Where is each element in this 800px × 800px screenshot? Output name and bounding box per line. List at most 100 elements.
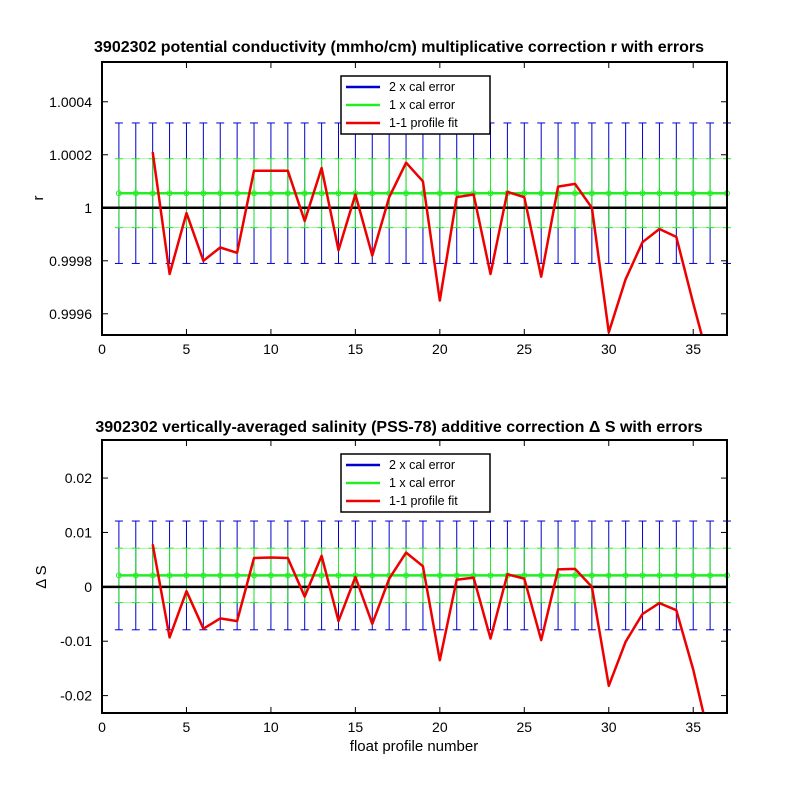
panel2-cal-center-marker <box>690 572 697 579</box>
panel2-y-tick-label: -0.02 <box>60 688 92 704</box>
panel2-cal-center-marker <box>538 572 545 579</box>
panel2-cal-center-marker <box>166 572 173 579</box>
panel1-cal-center-marker <box>318 190 325 197</box>
panel1-y-label: r <box>30 196 47 201</box>
panel1-y-tick-label: 0.9998 <box>49 253 92 269</box>
panel2-x-label: float profile number <box>350 738 478 755</box>
panel2-y-tick-label: -0.01 <box>60 633 92 649</box>
panel1-x-tick-label: 10 <box>263 341 279 357</box>
panel1-cal-center-marker <box>521 190 528 197</box>
panel1-cal-center-marker <box>690 190 697 197</box>
panel2-cal-center-marker <box>251 572 258 579</box>
panel2-x-ticks: 0 5 10 15 20 25 30 35 <box>98 440 701 735</box>
panel1-cal-center-marker <box>707 190 714 197</box>
panel1-cal-center-marker <box>605 190 612 197</box>
panel2-cal-center-marker <box>453 572 460 579</box>
panel2-fit-line <box>151 544 705 714</box>
panel2-cal-center-marker <box>200 572 207 579</box>
panel1-legend-label-fit: 1-1 profile fit <box>389 116 458 130</box>
panel1-cal-center-marker <box>149 190 156 197</box>
panel2-cal-center-marker <box>605 572 612 579</box>
panel2-fit-series <box>151 544 705 714</box>
panel1-cal-center-marker <box>166 190 173 197</box>
panel2-cal-center-marker <box>673 572 680 579</box>
panel2-y-tick-label: 0.01 <box>65 524 92 540</box>
panel2-x-tick-label: 30 <box>601 719 617 735</box>
panel2-cal-center-marker <box>217 572 224 579</box>
panel2-legend-label-1x: 1 x cal error <box>389 476 455 490</box>
panel1-x-tick-label: 30 <box>601 341 617 357</box>
panel1-cal-center-marker <box>369 190 376 197</box>
panel2-cal-center-marker <box>588 572 595 579</box>
panel1-x-tick-label: 25 <box>517 341 533 357</box>
panel1-fit-line <box>151 151 703 336</box>
panel1-cal-center-marker <box>301 190 308 197</box>
panel2-legend-label-2x: 2 x cal error <box>389 458 455 472</box>
panel2-cal-center-marker <box>234 572 241 579</box>
panel2-cal-center-marker <box>132 572 139 579</box>
panel2-cal-center-marker <box>335 572 342 579</box>
panel1-cal-center-marker <box>453 190 460 197</box>
panel2-cal-center-marker <box>436 572 443 579</box>
panel1-cal-center-marker <box>267 190 274 197</box>
panel2-legend: 2 x cal error 1 x cal error 1-1 profile … <box>340 453 491 513</box>
panel1-y-tick-label: 1 <box>84 200 92 216</box>
panel1-cal-center-marker <box>538 190 545 197</box>
panel2-y-tick-label: 0.02 <box>65 470 92 486</box>
panel2-x-tick-label: 5 <box>183 719 191 735</box>
panel1-cal-center-marker <box>200 190 207 197</box>
panel1-fit-series <box>151 151 703 336</box>
panel2-x-tick-label: 10 <box>263 719 279 735</box>
panel2-x-tick-label: 35 <box>685 719 701 735</box>
panel1-cal-center-marker <box>217 190 224 197</box>
panel2-cal-center-marker <box>115 572 122 579</box>
panel2-y-ticks: -0.02 -0.01 0 0.01 0.02 <box>60 470 727 704</box>
panel1-x-tick-label: 15 <box>348 341 364 357</box>
panel1-cal-center-marker <box>132 190 139 197</box>
panel2-cal-center-marker <box>639 572 646 579</box>
panel1-cal-center-marker <box>403 190 410 197</box>
panel1-errorbars-1x <box>114 158 731 229</box>
panel1-y-ticks: 0.9996 0.9998 1 1.0002 1.0004 <box>49 94 727 322</box>
panel1-frame <box>101 61 728 336</box>
panel1-cal-center-marker <box>436 190 443 197</box>
panel2-legend-label-fit: 1-1 profile fit <box>389 494 458 508</box>
panel2-cal-center-marker <box>487 572 494 579</box>
panel2-cal-center-marker <box>656 572 663 579</box>
panel1-legend-label-1x: 1 x cal error <box>389 98 455 112</box>
panel2-y-tick-label: 0 <box>84 579 92 595</box>
panel2-title: 3902302 vertically-averaged salinity (PS… <box>95 419 702 436</box>
panel2-cal-center-marker <box>571 572 578 579</box>
panel1-cal-center-marker <box>251 190 258 197</box>
panel2-cal-center-marker <box>183 572 190 579</box>
panel1-legend: 2 x cal error 1 x cal error 1-1 profile … <box>340 75 491 135</box>
panel-conductivity-correction: 3902302 potential conductivity (mmho/cm)… <box>30 39 731 357</box>
panel2-errorbars-1x <box>114 547 731 604</box>
panel1-y-tick-label: 0.9996 <box>49 306 92 322</box>
panel1-cal-center-marker <box>115 190 122 197</box>
panel1-cal-center-marker <box>639 190 646 197</box>
panel1-cal-center-marker <box>183 190 190 197</box>
panel2-cal-center-marker <box>318 572 325 579</box>
panel1-x-tick-label: 5 <box>183 341 191 357</box>
panel1-cal-center-marker <box>656 190 663 197</box>
panel1-cal-center-marker <box>284 190 291 197</box>
panel2-x-tick-label: 20 <box>432 719 448 735</box>
panel1-cal-center-marker <box>622 190 629 197</box>
panel1-cal-center-marker <box>588 190 595 197</box>
panel-salinity-correction: 3902302 vertically-averaged salinity (PS… <box>33 419 731 755</box>
panel2-cal-center-marker <box>149 572 156 579</box>
panel1-cal-center-marker <box>335 190 342 197</box>
panel2-x-tick-label: 0 <box>98 719 106 735</box>
panel2-cal-center-marker <box>622 572 629 579</box>
panel1-cal-center-marker <box>487 190 494 197</box>
panel2-cal-center-marker <box>267 572 274 579</box>
panel1-y-tick-label: 1.0002 <box>49 147 92 163</box>
panel1-cal-center-marker <box>571 190 578 197</box>
panel2-frame <box>101 439 728 714</box>
panel1-x-tick-label: 0 <box>98 341 106 357</box>
panel1-title: 3902302 potential conductivity (mmho/cm)… <box>94 39 704 56</box>
panel2-cal-center-marker <box>369 572 376 579</box>
panel2-x-tick-label: 25 <box>517 719 533 735</box>
